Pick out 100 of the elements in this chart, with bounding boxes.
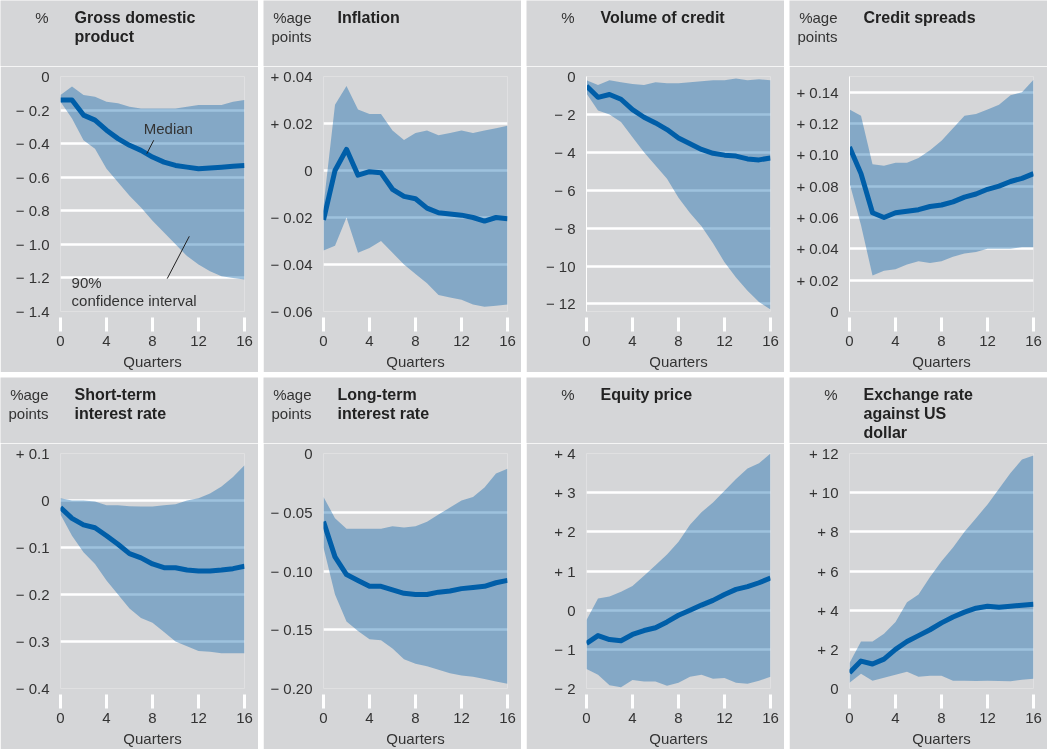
y-tick-label: 0 bbox=[567, 601, 576, 619]
x-tick-label: 8 bbox=[674, 708, 683, 726]
y-axis-title: % bbox=[824, 385, 838, 403]
x-tick-label: 0 bbox=[56, 331, 65, 349]
y-axis-title: %age points bbox=[797, 8, 838, 45]
chart-title: Credit spreads bbox=[863, 8, 976, 26]
x-tick-label: 0 bbox=[319, 331, 328, 349]
chart-title: Volume of credit bbox=[600, 8, 726, 26]
y-tick-label: − 0.10 bbox=[270, 562, 313, 580]
y-tick-label: + 0.12 bbox=[796, 115, 839, 132]
y-tick-label: + 8 bbox=[817, 523, 839, 541]
y-tick-label: + 0.08 bbox=[796, 177, 839, 195]
x-axis-title: Quarters bbox=[649, 352, 708, 370]
y-axis-title: % bbox=[561, 8, 575, 26]
x-tick-label: 12 bbox=[979, 708, 996, 726]
y-tick-label: − 0.2 bbox=[15, 586, 50, 603]
y-tick-label: + 0.14 bbox=[796, 83, 839, 101]
chart-title: Equity price bbox=[600, 385, 693, 403]
y-tick-label: − 0.06 bbox=[270, 303, 313, 320]
y-tick-label: − 1 bbox=[554, 640, 576, 658]
y-tick-label: + 2 bbox=[817, 640, 839, 658]
x-tick-label: 0 bbox=[845, 708, 854, 726]
y-tick-label: 0 bbox=[304, 445, 313, 462]
y-tick-label: + 2 bbox=[554, 523, 576, 541]
y-tick-label: − 8 bbox=[554, 219, 576, 237]
y-tick-label: + 10 bbox=[808, 484, 839, 502]
x-tick-label: 12 bbox=[453, 708, 470, 726]
y-tick-label: 0 bbox=[41, 68, 50, 85]
x-tick-label: 12 bbox=[453, 331, 470, 349]
y-tick-label: − 2 bbox=[554, 680, 576, 697]
x-tick-label: 4 bbox=[102, 708, 111, 726]
x-axis-title: Quarters bbox=[649, 729, 708, 747]
y-tick-label: + 0.1 bbox=[15, 445, 50, 462]
x-tick-label: 8 bbox=[937, 331, 946, 349]
x-tick-label: 0 bbox=[56, 708, 65, 726]
x-tick-label: 4 bbox=[365, 331, 374, 349]
x-tick-label: 16 bbox=[236, 331, 253, 349]
y-axis-title: % bbox=[561, 385, 575, 403]
x-tick-label: 12 bbox=[190, 708, 207, 726]
y-tick-label: − 0.20 bbox=[270, 680, 313, 697]
y-tick-label: + 1 bbox=[554, 562, 576, 580]
x-tick-label: 8 bbox=[148, 708, 157, 726]
chart-title: Inflation bbox=[337, 8, 400, 26]
y-tick-label: − 4 bbox=[554, 143, 576, 161]
x-tick-label: 8 bbox=[411, 331, 420, 349]
x-tick-label: 8 bbox=[674, 331, 683, 349]
x-tick-label: 16 bbox=[236, 708, 253, 726]
y-axis-title: % bbox=[35, 8, 49, 26]
chart-title: Exchange rate against US dollar bbox=[863, 385, 973, 441]
y-tick-label: − 10 bbox=[545, 257, 576, 275]
x-tick-label: 0 bbox=[582, 708, 591, 726]
x-tick-label: 4 bbox=[891, 708, 900, 726]
y-tick-label: − 6 bbox=[554, 181, 576, 199]
y-tick-label: − 0.6 bbox=[15, 168, 50, 186]
y-tick-label: − 0.05 bbox=[270, 503, 313, 521]
y-tick-label: 0 bbox=[567, 68, 576, 85]
annotation: Median bbox=[143, 119, 193, 137]
y-tick-label: − 0.15 bbox=[270, 621, 313, 639]
x-tick-label: 16 bbox=[762, 708, 779, 726]
x-tick-label: 16 bbox=[762, 331, 779, 349]
x-axis-title: Quarters bbox=[386, 352, 445, 370]
x-tick-label: 0 bbox=[582, 331, 591, 349]
y-axis-title: %age points bbox=[8, 385, 49, 422]
chart-title: Gross domestic product bbox=[74, 8, 196, 45]
y-tick-label: − 0.3 bbox=[15, 633, 50, 650]
x-axis-title: Quarters bbox=[912, 729, 971, 747]
x-tick-label: 4 bbox=[365, 708, 374, 726]
y-tick-label: 0 bbox=[830, 303, 839, 320]
y-tick-label: − 0.04 bbox=[270, 256, 313, 273]
y-tick-label: − 2 bbox=[554, 105, 576, 123]
x-tick-label: 8 bbox=[937, 708, 946, 726]
x-tick-label: 16 bbox=[499, 708, 516, 726]
x-tick-label: 4 bbox=[102, 331, 111, 349]
y-tick-label: + 4 bbox=[554, 445, 576, 462]
y-tick-label: + 0.04 bbox=[270, 68, 313, 85]
x-tick-label: 12 bbox=[716, 331, 733, 349]
y-tick-label: 0 bbox=[304, 162, 313, 179]
y-tick-label: − 1.2 bbox=[15, 269, 50, 287]
x-tick-label: 4 bbox=[628, 708, 637, 726]
y-tick-label: + 0.06 bbox=[796, 209, 839, 226]
chart-title: Long-term interest rate bbox=[337, 385, 430, 422]
x-axis-title: Quarters bbox=[386, 729, 445, 747]
x-tick-label: 16 bbox=[1025, 331, 1042, 349]
y-tick-label: + 0.02 bbox=[270, 115, 313, 132]
y-tick-label: − 0.2 bbox=[15, 101, 50, 119]
x-tick-label: 12 bbox=[190, 331, 207, 349]
y-tick-label: 0 bbox=[41, 492, 50, 509]
y-tick-label: − 0.1 bbox=[15, 539, 50, 556]
x-tick-label: 0 bbox=[319, 708, 328, 726]
y-tick-label: − 1.4 bbox=[15, 303, 50, 320]
x-tick-label: 4 bbox=[628, 331, 637, 349]
x-tick-label: 12 bbox=[979, 331, 996, 349]
x-axis-title: Quarters bbox=[123, 729, 182, 747]
y-tick-label: − 0.4 bbox=[15, 680, 50, 697]
y-tick-label: + 6 bbox=[817, 562, 839, 580]
y-axis-title: %age points bbox=[271, 8, 312, 45]
x-tick-label: 16 bbox=[499, 331, 516, 349]
x-axis-title: Quarters bbox=[912, 352, 971, 370]
y-tick-label: + 3 bbox=[554, 484, 576, 502]
y-tick-label: − 12 bbox=[545, 295, 576, 313]
